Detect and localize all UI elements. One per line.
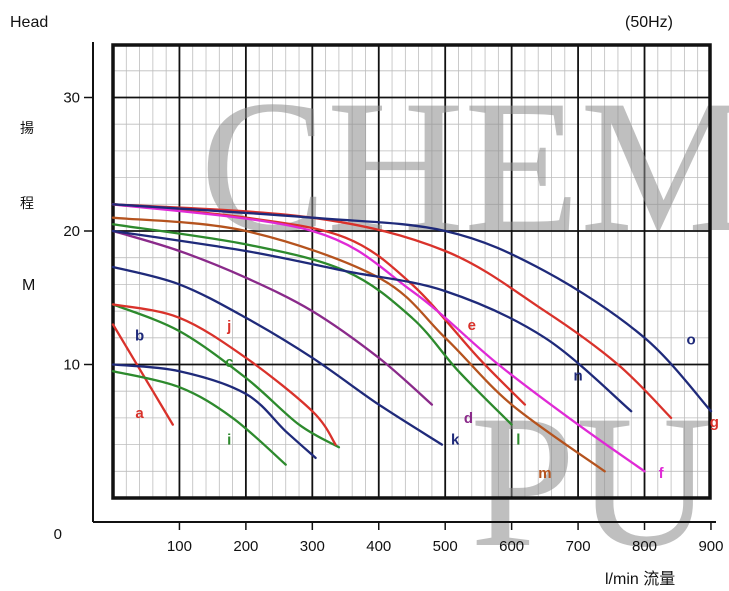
x-tick-label: 500 <box>433 538 458 555</box>
curve-label-l: l <box>516 432 520 449</box>
curve-label-n: n <box>573 368 582 385</box>
y-tick-label: 0 <box>54 526 62 543</box>
curve-label-g: g <box>710 414 719 431</box>
curve-label-m: m <box>538 465 551 482</box>
x-tick-label: 200 <box>233 538 258 555</box>
y-axis-unit: M <box>22 277 35 294</box>
curve-label-k: k <box>451 432 460 449</box>
watermark: CHEM PU <box>200 62 729 587</box>
x-tick-label: 700 <box>566 538 591 555</box>
curve-j <box>113 304 336 444</box>
y-axis-title-cn-2: 程 <box>20 196 34 212</box>
curve-label-o: o <box>686 331 695 348</box>
x-tick-label: 300 <box>300 538 325 555</box>
y-tick-label: 30 <box>63 90 80 107</box>
curve-c <box>113 304 339 447</box>
y-axis-title: Head <box>10 14 48 31</box>
x-tick-label: 100 <box>167 538 192 555</box>
curve-label-e: e <box>468 317 476 334</box>
y-axis-title-cn-1: 揚 <box>20 120 34 137</box>
curve-label-a: a <box>135 405 144 422</box>
curve-label-b: b <box>135 327 144 344</box>
x-tick-label: 900 <box>698 538 723 555</box>
x-tick-label: 800 <box>632 538 657 555</box>
curve-label-c: c <box>225 354 233 371</box>
y-tick-label: 10 <box>63 357 80 374</box>
frequency-label: (50Hz) <box>625 14 673 31</box>
x-tick-label: 400 <box>366 538 391 555</box>
watermark-line2: PU <box>470 377 713 587</box>
curve-label-d: d <box>464 410 473 427</box>
curve-label-j: j <box>226 318 231 335</box>
y-tick-label: 20 <box>63 223 80 240</box>
x-tick-label: 600 <box>499 538 524 555</box>
x-axis-title: l/min 流量 <box>605 570 675 588</box>
curve-label-i: i <box>227 432 231 449</box>
